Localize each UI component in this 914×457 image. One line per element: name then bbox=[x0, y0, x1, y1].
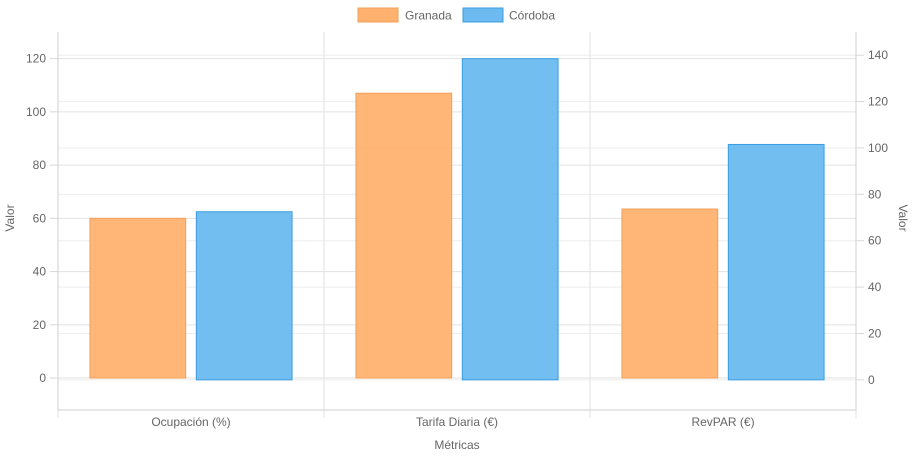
bar-cordoba-tarifa-diaria[interactable] bbox=[461, 58, 559, 381]
grid-lines-left bbox=[58, 58, 856, 379]
axes bbox=[57, 32, 857, 411]
legend-label-cordoba: Córdoba bbox=[509, 9, 555, 23]
x-tick-label: Ocupación (%) bbox=[151, 415, 230, 429]
y-axis-left-ticks: 0 20 40 60 80 100 120 bbox=[26, 52, 58, 385]
y-tick-label-left: 20 bbox=[33, 318, 47, 332]
y-tick-label-right: 80 bbox=[868, 187, 882, 201]
y-tick-label-left: 40 bbox=[33, 265, 47, 279]
legend-swatch-cordoba bbox=[462, 7, 504, 23]
y-tick-label-right: 40 bbox=[868, 280, 882, 294]
legend-item-granada[interactable]: Granada bbox=[357, 7, 452, 23]
legend-label-granada: Granada bbox=[405, 9, 452, 23]
bar-granada-ocupacion[interactable] bbox=[89, 217, 187, 379]
y-tick-label-right: 60 bbox=[868, 234, 882, 248]
legend: Granada Córdoba bbox=[357, 7, 555, 23]
y-axis-left-title: Valor bbox=[3, 204, 17, 231]
y-tick-label-left: 0 bbox=[39, 371, 46, 385]
y-tick-label-right: 20 bbox=[868, 326, 882, 340]
x-axis-ticks: Ocupación (%) Tarifa Diaria (€) RevPAR (€) bbox=[151, 415, 754, 429]
x-tick-label: RevPAR (€) bbox=[691, 415, 754, 429]
y-axis-right-title: Valor bbox=[896, 204, 910, 231]
bars bbox=[89, 58, 825, 381]
bar-cordoba-revpar[interactable] bbox=[727, 143, 825, 381]
y-tick-label-left: 80 bbox=[33, 158, 47, 172]
y-tick-label-right: 140 bbox=[868, 48, 888, 62]
grid-lines-right bbox=[58, 54, 856, 381]
y-tick-label-right: 120 bbox=[868, 95, 888, 109]
y-tick-label-right: 100 bbox=[868, 141, 888, 155]
y-tick-label-left: 120 bbox=[26, 52, 46, 66]
y-axis-right-ticks: 0 20 40 60 80 100 120 140 bbox=[856, 48, 888, 387]
y-tick-label-right: 0 bbox=[868, 373, 875, 387]
bar-cordoba-ocupacion[interactable] bbox=[195, 211, 293, 381]
bar-granada-tarifa-diaria[interactable] bbox=[355, 92, 453, 379]
legend-item-cordoba[interactable]: Córdoba bbox=[462, 7, 555, 23]
y-tick-label-left: 100 bbox=[26, 105, 46, 119]
x-tick-label: Tarifa Diaria (€) bbox=[416, 415, 498, 429]
x-axis-title: Métricas bbox=[434, 438, 479, 452]
bar-granada-revpar[interactable] bbox=[621, 208, 719, 379]
y-tick-label-left: 60 bbox=[33, 211, 47, 225]
legend-swatch-granada bbox=[357, 7, 399, 23]
